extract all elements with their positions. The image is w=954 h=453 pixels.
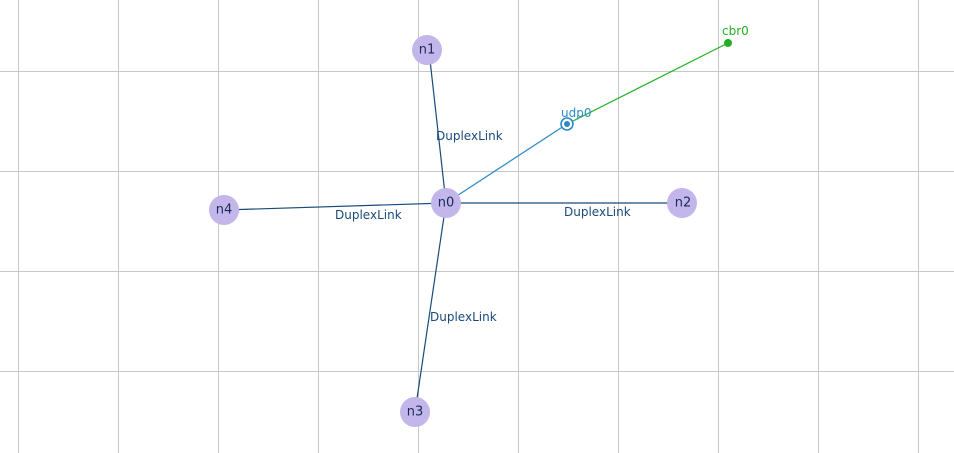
- node-label: n3: [407, 405, 424, 420]
- node-label: n0: [438, 196, 455, 211]
- link-n0-n3[interactable]: [414, 202, 447, 413]
- node-n1[interactable]: n1: [412, 35, 442, 65]
- node-circle[interactable]: [412, 35, 442, 65]
- node-label: n4: [216, 203, 233, 218]
- node-circle[interactable]: [400, 397, 430, 427]
- links: [223, 50, 682, 413]
- node-circle[interactable]: [209, 195, 239, 225]
- link-n0-n4[interactable]: [223, 202, 447, 211]
- link-label-n0-n2: DuplexLink: [564, 205, 631, 219]
- application-label: cbr0: [722, 24, 749, 38]
- node-n0[interactable]: n0: [431, 188, 461, 218]
- node-label: n2: [675, 196, 692, 211]
- node-circle[interactable]: [667, 188, 697, 218]
- agent-connection-n0-udp0: [445, 123, 568, 204]
- link-label-n0-n4: DuplexLink: [335, 208, 402, 222]
- link-label-n0-n3: DuplexLink: [430, 310, 497, 324]
- agent-label: udp0: [561, 106, 591, 120]
- node-n2[interactable]: n2: [667, 188, 697, 218]
- node-circle[interactable]: [431, 188, 461, 218]
- application-connection-udp0-cbr0: [566, 42, 729, 125]
- node-label: n1: [419, 43, 436, 58]
- link-n0-n1[interactable]: [428, 50, 447, 204]
- link-labels: DuplexLink DuplexLink DuplexLink DuplexL…: [335, 129, 631, 324]
- application-dot-icon[interactable]: [724, 39, 732, 47]
- agent-udp0[interactable]: udp0: [560, 106, 591, 131]
- node-n4[interactable]: n4: [209, 195, 239, 225]
- link-label-n0-n1: DuplexLink: [436, 129, 503, 143]
- application-cbr0[interactable]: cbr0: [722, 24, 749, 47]
- node-n3[interactable]: n3: [400, 397, 430, 427]
- agent-target-center: [564, 121, 570, 127]
